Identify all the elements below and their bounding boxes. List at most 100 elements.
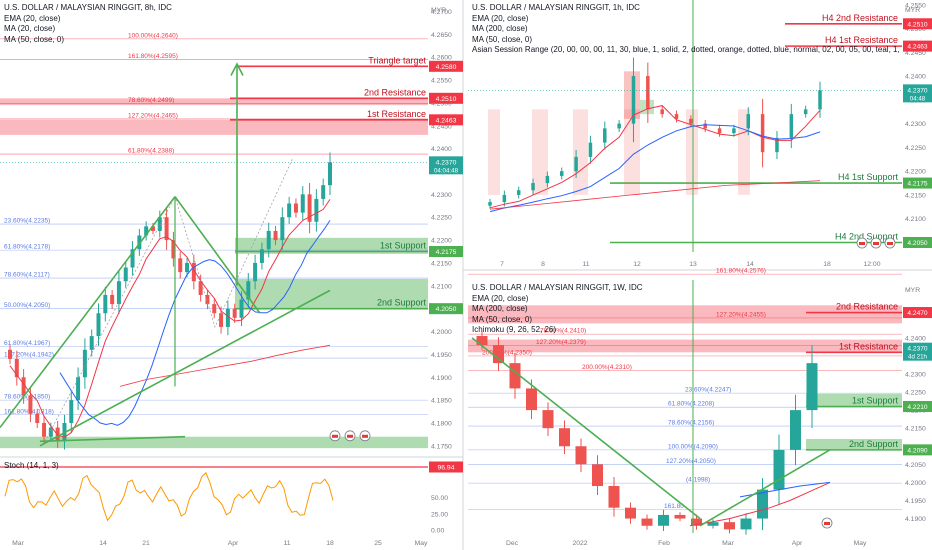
triangle-upper-line-2 [174, 196, 261, 314]
price-tick-label: 4.2450 [905, 50, 926, 57]
price-tick-label: 4.2150 [905, 426, 926, 433]
indicator-asian-session: Asian Session Range (20, 00, 00, 00, 11,… [472, 45, 902, 54]
fib-label: 61.80%(4.1967) [4, 340, 50, 347]
candle-8h [144, 226, 149, 236]
target-arrow-head [230, 62, 244, 76]
level-price-tag-text: 4.2510 [436, 96, 457, 103]
fib-label: 61.80%(4.2178) [4, 244, 50, 251]
candle-1w [707, 522, 719, 526]
price-tick-label: 4.2300 [905, 371, 926, 378]
candle-1h [531, 183, 535, 191]
candle-8h [35, 413, 40, 423]
candle-8h [219, 313, 224, 327]
fib-label: 200.00%(4.2350) [482, 349, 532, 356]
candle-8h [259, 249, 264, 263]
indicator-ema: EMA (20, close) [472, 293, 529, 303]
fib-label: 200.00%(4.2310) [582, 364, 632, 371]
candle-8h [103, 294, 108, 314]
fib-label: 78.60%(4.2410) [540, 328, 586, 335]
last-price-tag [903, 342, 932, 361]
level-price-text: 4.2210 [907, 404, 928, 411]
indicator-ma200: MA (200, close) [472, 304, 528, 313]
price-tick-label: 4.1900 [431, 375, 452, 382]
time-label-left: 21 [142, 540, 150, 547]
candle-8h [300, 194, 305, 213]
h4-level-price-text: 4.2510 [907, 21, 928, 28]
time-label-right-bottom: 2022 [572, 540, 587, 547]
us-flag-event-icon-stripe [332, 434, 338, 438]
candle-8h [69, 400, 74, 423]
fib-label: 161.80%(4.2595) [128, 53, 178, 60]
candle-8h [48, 427, 53, 437]
legend-left: U.S. DOLLAR / MALAYSIAN RINGGIT, 8h, IDC… [4, 3, 172, 45]
candle-8h [314, 198, 319, 222]
level-label: 2nd Support [849, 439, 899, 449]
fib-label: 61.80%(4.2208) [668, 401, 714, 408]
level-label: 1st Support [852, 396, 899, 406]
h4-level-price-tag [903, 40, 932, 52]
candle-8h [21, 377, 26, 396]
countdown-text: 04:04:48 [434, 167, 459, 174]
price-tick-label: 4.2400 [431, 146, 452, 153]
time-label-right-bottom: Dec [506, 540, 519, 547]
legend-right-top: U.S. DOLLAR / MALAYSIAN RINGGIT, 1h, IDC… [472, 3, 902, 56]
candle-8h [273, 230, 278, 241]
candle-1h [559, 171, 564, 176]
candle-8h [239, 299, 244, 318]
indicator-ma50: MA (50, close, 0) [472, 34, 533, 44]
level-label: 2nd Resistance [836, 302, 898, 312]
support-zone-2 [806, 439, 902, 450]
time-label-right-top: 18 [823, 261, 831, 268]
price-tick-label: 4.2100 [905, 216, 926, 223]
price-tick-label: 4.1750 [431, 443, 452, 450]
price-tick-label: 4.2000 [905, 480, 926, 487]
price-tick-label: 4.2600 [431, 55, 452, 62]
fib-label: 127.20%(4.2455) [716, 311, 766, 318]
h4-level-price-text: 4.2175 [907, 181, 928, 188]
candle-1h [760, 114, 765, 153]
time-label-right-bottom: Mar [722, 540, 734, 547]
time-label-left: Apr [228, 540, 239, 547]
price-tick-label: 4.2500 [431, 100, 452, 107]
last-price-text: 4.2370 [436, 159, 457, 166]
candle-8h [253, 262, 258, 282]
h4-level-price-tag [903, 236, 932, 248]
downtrend-line [471, 337, 701, 520]
candle-8h [328, 162, 332, 186]
fib-label: 78.60%(4.1850) [4, 394, 50, 401]
last-price-text: 4.2370 [907, 87, 928, 94]
price-tick-label: 4.2400 [905, 335, 926, 342]
asian-session-box [573, 109, 588, 195]
candle-8h [307, 194, 312, 222]
candle-8h [280, 217, 285, 241]
candle-1h [789, 114, 794, 138]
candle-8h [225, 308, 230, 327]
level-label: Triangle target [368, 55, 426, 65]
candle-8h [157, 217, 162, 231]
indicator-ma20: MA (20, close) [4, 24, 56, 33]
fib-label: 23.60%(4.2247) [685, 387, 731, 394]
price-tick-label: 4.2000 [431, 329, 452, 336]
time-label-left: May [415, 540, 428, 547]
candle-8h [246, 281, 251, 300]
price-tick-label: 4.2200 [431, 238, 452, 245]
time-label-right-top: 8 [541, 261, 545, 268]
h4-level-label: H4 2nd Resistance [822, 13, 898, 23]
candle-1h [674, 114, 679, 119]
h4-level-label: H4 2nd Support [835, 231, 899, 241]
level-price-tag [903, 444, 932, 456]
fib-label: 127.20%(4.1942) [4, 352, 54, 359]
candle-1h [545, 175, 550, 184]
level-price-tag [429, 60, 463, 72]
us-flag-event-icon-stripe [887, 242, 893, 245]
candle-8h [150, 226, 155, 231]
fib-label: 61.80%(4.2388) [128, 148, 174, 155]
resistance-zone-1 [0, 119, 428, 135]
last-price-tag [429, 156, 463, 175]
candle-8h [42, 422, 47, 437]
indicator-ichimoku: Ichimoku (9, 26, 52, 26) [472, 325, 557, 334]
us-flag-event-icon-stripe [347, 434, 353, 438]
price-tick-label: 4.2200 [905, 169, 926, 176]
candle-8h [110, 294, 115, 305]
us-flag-event-icon-stripe [362, 434, 368, 438]
